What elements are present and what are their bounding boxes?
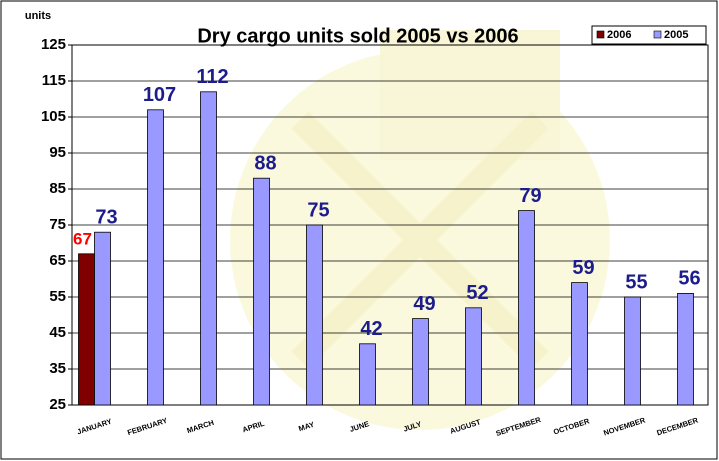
legend <box>591 25 707 45</box>
data-label: 75 <box>307 199 329 221</box>
y-tick-label: 95 <box>49 144 66 161</box>
data-label: 49 <box>413 293 435 315</box>
chart-title: Dry cargo units sold 2005 vs 2006 <box>197 25 518 47</box>
legend-label: 2006 <box>607 29 631 41</box>
data-label: 112 <box>196 66 228 88</box>
y-tick-label: 125 <box>41 36 66 53</box>
y-tick-label: 85 <box>49 180 66 197</box>
bar <box>465 307 482 406</box>
y-tick-label: 35 <box>49 360 66 377</box>
data-label: 73 <box>95 206 117 228</box>
bar <box>677 292 694 406</box>
y-tick-label: 65 <box>49 252 66 269</box>
bar <box>147 109 164 406</box>
watermark <box>230 30 610 430</box>
bar <box>253 177 270 406</box>
bar <box>78 253 95 406</box>
legend-swatch <box>653 30 662 39</box>
y-tick-label: 45 <box>49 324 66 341</box>
data-label: 79 <box>519 185 541 207</box>
data-label: 52 <box>466 282 488 304</box>
bar <box>571 282 588 406</box>
data-label: 67 <box>73 229 92 248</box>
bar <box>518 210 535 406</box>
bar <box>94 231 111 406</box>
bar <box>200 91 217 406</box>
legend-label: 2005 <box>664 29 688 41</box>
data-label: 107 <box>143 84 176 106</box>
bar <box>624 296 641 406</box>
data-label: 56 <box>678 268 700 290</box>
data-label: 42 <box>360 318 382 340</box>
bar <box>412 318 429 406</box>
y-axis-label: units <box>25 10 51 22</box>
data-label: 59 <box>572 257 594 279</box>
data-label: 55 <box>625 271 647 293</box>
y-tick-label: 115 <box>42 72 66 89</box>
data-label: 88 <box>254 152 276 174</box>
y-tick-label: 55 <box>49 288 66 305</box>
y-tick-label: 105 <box>41 108 66 125</box>
y-tick-label: 25 <box>49 396 66 413</box>
legend-swatch <box>596 30 605 39</box>
bar <box>306 224 323 406</box>
bar <box>359 343 376 406</box>
y-tick-label: 75 <box>49 216 66 233</box>
